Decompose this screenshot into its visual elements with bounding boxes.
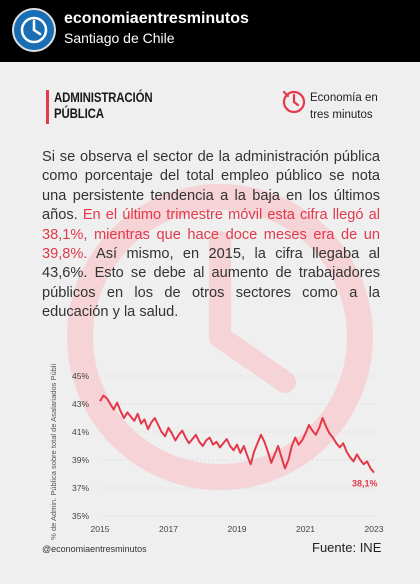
section-title: ADMINISTRACIÓN PÚBLICA: [54, 89, 153, 121]
paragraph-part1: Si se observa el sector de la administra…: [42, 149, 380, 224]
clock-logo-icon: [14, 10, 54, 50]
body-paragraph: Si se observa el sector de la administra…: [42, 148, 380, 323]
x-tick-label: 2023: [365, 524, 384, 534]
y-tick-label: 41%: [72, 427, 89, 437]
y-tick-label: 45%: [72, 371, 89, 381]
post-card: ADMINISTRACIÓN PÚBLICA Economía en tres …: [0, 62, 420, 584]
clock-watermark-icon: [67, 184, 373, 490]
series-line: [99, 394, 375, 474]
line-chart: 35% 37% 39% 41% 43% 45% 2015 2017 2019 2021 2023 % …: [49, 364, 384, 540]
post-header: economiaentresminutos Santiago de Chile: [0, 0, 420, 62]
end-value-label: 38,1%: [352, 479, 378, 489]
avatar[interactable]: [12, 8, 56, 52]
y-tick-label: 43%: [72, 399, 89, 409]
x-tick-label: 2017: [159, 524, 178, 534]
footer-source: Fuente: INE: [312, 540, 382, 555]
y-tick-label: 37%: [72, 483, 89, 493]
y-tick-label: 39%: [72, 455, 89, 465]
brand-clock-icon: [282, 90, 306, 114]
y-axis-label: % de Admin. Pública sobre total de Asala…: [49, 364, 58, 540]
footer-handle: @economiaentresminutos: [42, 544, 147, 554]
brand-name: Economía en tres minutos: [310, 92, 378, 121]
account-location[interactable]: Santiago de Chile: [64, 30, 175, 46]
account-name[interactable]: economiaentresminutos: [64, 10, 249, 27]
paragraph-part2: Así mismo, en 2015, la cifra llegaba al …: [42, 246, 380, 321]
x-tick-label: 2015: [91, 524, 110, 534]
x-tick-label: 2019: [228, 524, 247, 534]
x-tick-label: 2021: [296, 524, 315, 534]
section-accent-bar: [46, 90, 49, 124]
paragraph-highlight: En el último trimestre móvil esta cifra …: [42, 207, 380, 263]
y-tick-label: 35%: [72, 511, 89, 521]
